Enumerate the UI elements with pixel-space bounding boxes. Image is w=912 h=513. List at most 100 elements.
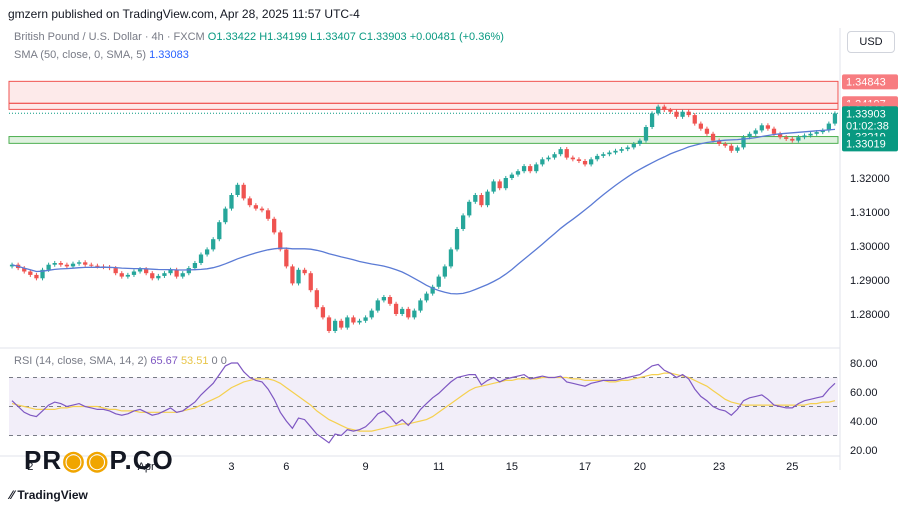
candle-body xyxy=(717,140,722,144)
candle-body xyxy=(265,210,271,219)
rsi-extra: 0 0 xyxy=(211,355,227,367)
candle-body xyxy=(619,149,624,151)
candle-body xyxy=(485,191,490,206)
candle-body xyxy=(802,135,807,138)
candle-body xyxy=(826,123,831,131)
candle-body xyxy=(649,113,655,127)
candle-body xyxy=(497,181,502,189)
rsi-tick-label: 60.00 xyxy=(850,387,878,399)
candle-body xyxy=(735,147,740,151)
candle-body xyxy=(710,133,716,141)
tradingview-brand[interactable]: ⁄⁄ TradingView xyxy=(10,488,88,502)
candle-body xyxy=(284,249,289,267)
ohlc-high: H1.34199 xyxy=(259,31,307,43)
candle-body xyxy=(253,205,259,209)
candle-body xyxy=(168,269,173,274)
candle-body xyxy=(320,307,326,318)
candle-body xyxy=(460,215,466,229)
candle-body xyxy=(180,273,185,277)
candle-body xyxy=(204,249,210,255)
candle-body xyxy=(40,269,45,279)
sma-label[interactable]: SMA (50, close, 0, SMA, 5) xyxy=(14,49,147,61)
candle-body xyxy=(442,266,447,277)
candle-body xyxy=(454,229,460,250)
price-label-text: 1.33019 xyxy=(846,138,886,150)
time-tick-label: 15 xyxy=(506,461,518,473)
candle-body xyxy=(89,264,94,266)
candle-body xyxy=(400,308,405,314)
candle-body xyxy=(753,130,758,134)
candle-body xyxy=(223,208,228,223)
candle-body xyxy=(564,149,569,158)
time-tick-label: 6 xyxy=(283,461,289,473)
zone-resistance-0 xyxy=(8,80,839,104)
time-tick-label: 11 xyxy=(433,461,444,473)
candle-body xyxy=(509,174,515,178)
candle-body xyxy=(28,271,33,275)
rsi-line xyxy=(11,362,836,444)
candle-body xyxy=(34,274,39,279)
candle-body xyxy=(52,263,57,265)
candle-body xyxy=(64,264,70,267)
candle-body xyxy=(314,290,319,308)
candle-body xyxy=(308,273,313,291)
candle-body xyxy=(418,300,423,311)
candle-body xyxy=(144,269,149,274)
candle-body xyxy=(235,184,240,195)
candle-body xyxy=(473,195,478,202)
candle-body xyxy=(375,300,380,311)
candle-body xyxy=(186,268,191,274)
time-tick-label: 3 xyxy=(228,461,234,473)
candle-body xyxy=(46,264,51,270)
tradingview-logo-icon: ⁄⁄ xyxy=(10,488,15,502)
rsi-tick-label: 40.00 xyxy=(850,416,878,428)
candle-body xyxy=(820,130,825,133)
rsi-legend: RSI (14, close, SMA, 14, 2) 65.67 53.51 … xyxy=(14,355,227,367)
candle-body xyxy=(491,181,496,192)
candle-body xyxy=(832,113,838,124)
candle-body xyxy=(424,293,429,301)
symbol-name[interactable]: British Pound / U.S. Dollar · 4h · FXCM xyxy=(14,31,205,43)
candle-body xyxy=(607,152,612,155)
logo-text-left: PR xyxy=(24,445,63,475)
rsi-sma-line xyxy=(11,372,836,432)
candle-body xyxy=(723,144,728,146)
rsi-label[interactable]: RSI (14, close, SMA, 14, 2) xyxy=(14,355,148,367)
candle-body xyxy=(412,310,417,318)
time-tick-label: Apr xyxy=(138,461,155,473)
candle-body xyxy=(528,166,533,172)
rsi-sma-value: 53.51 xyxy=(180,355,209,367)
candle-body xyxy=(515,171,521,175)
candle-body xyxy=(345,317,350,328)
time-tick-label: 20 xyxy=(634,461,646,473)
candle-body xyxy=(729,145,734,151)
candle-body xyxy=(582,161,588,165)
candle-body xyxy=(790,138,795,141)
candle-body xyxy=(162,273,167,276)
candle-body xyxy=(625,147,630,150)
candle-body xyxy=(332,320,338,331)
price-label-box xyxy=(842,106,898,133)
candle-body xyxy=(656,106,661,114)
currency-button[interactable]: USD xyxy=(847,31,895,53)
candle-body xyxy=(150,273,155,279)
candle-body xyxy=(698,123,703,129)
candle-body xyxy=(704,128,710,134)
candle-body xyxy=(272,218,277,233)
logo-glasses-icon: ◉◉ xyxy=(62,445,110,475)
sma-line xyxy=(11,128,836,295)
candle-body xyxy=(70,263,76,267)
candle-body xyxy=(278,232,283,250)
candle-body xyxy=(369,310,374,318)
price-tick-label: 1.31000 xyxy=(850,207,890,219)
price-label-box xyxy=(842,74,898,90)
candle-body xyxy=(643,127,649,141)
candle-body xyxy=(808,133,813,136)
symbol-legend: British Pound / U.S. Dollar · 4h · FXCM … xyxy=(14,31,504,43)
candle-body xyxy=(534,164,539,172)
zone-resistance-1 xyxy=(8,102,839,110)
candle-body xyxy=(521,166,527,172)
candle-body xyxy=(570,157,575,160)
candle-body xyxy=(58,263,63,265)
